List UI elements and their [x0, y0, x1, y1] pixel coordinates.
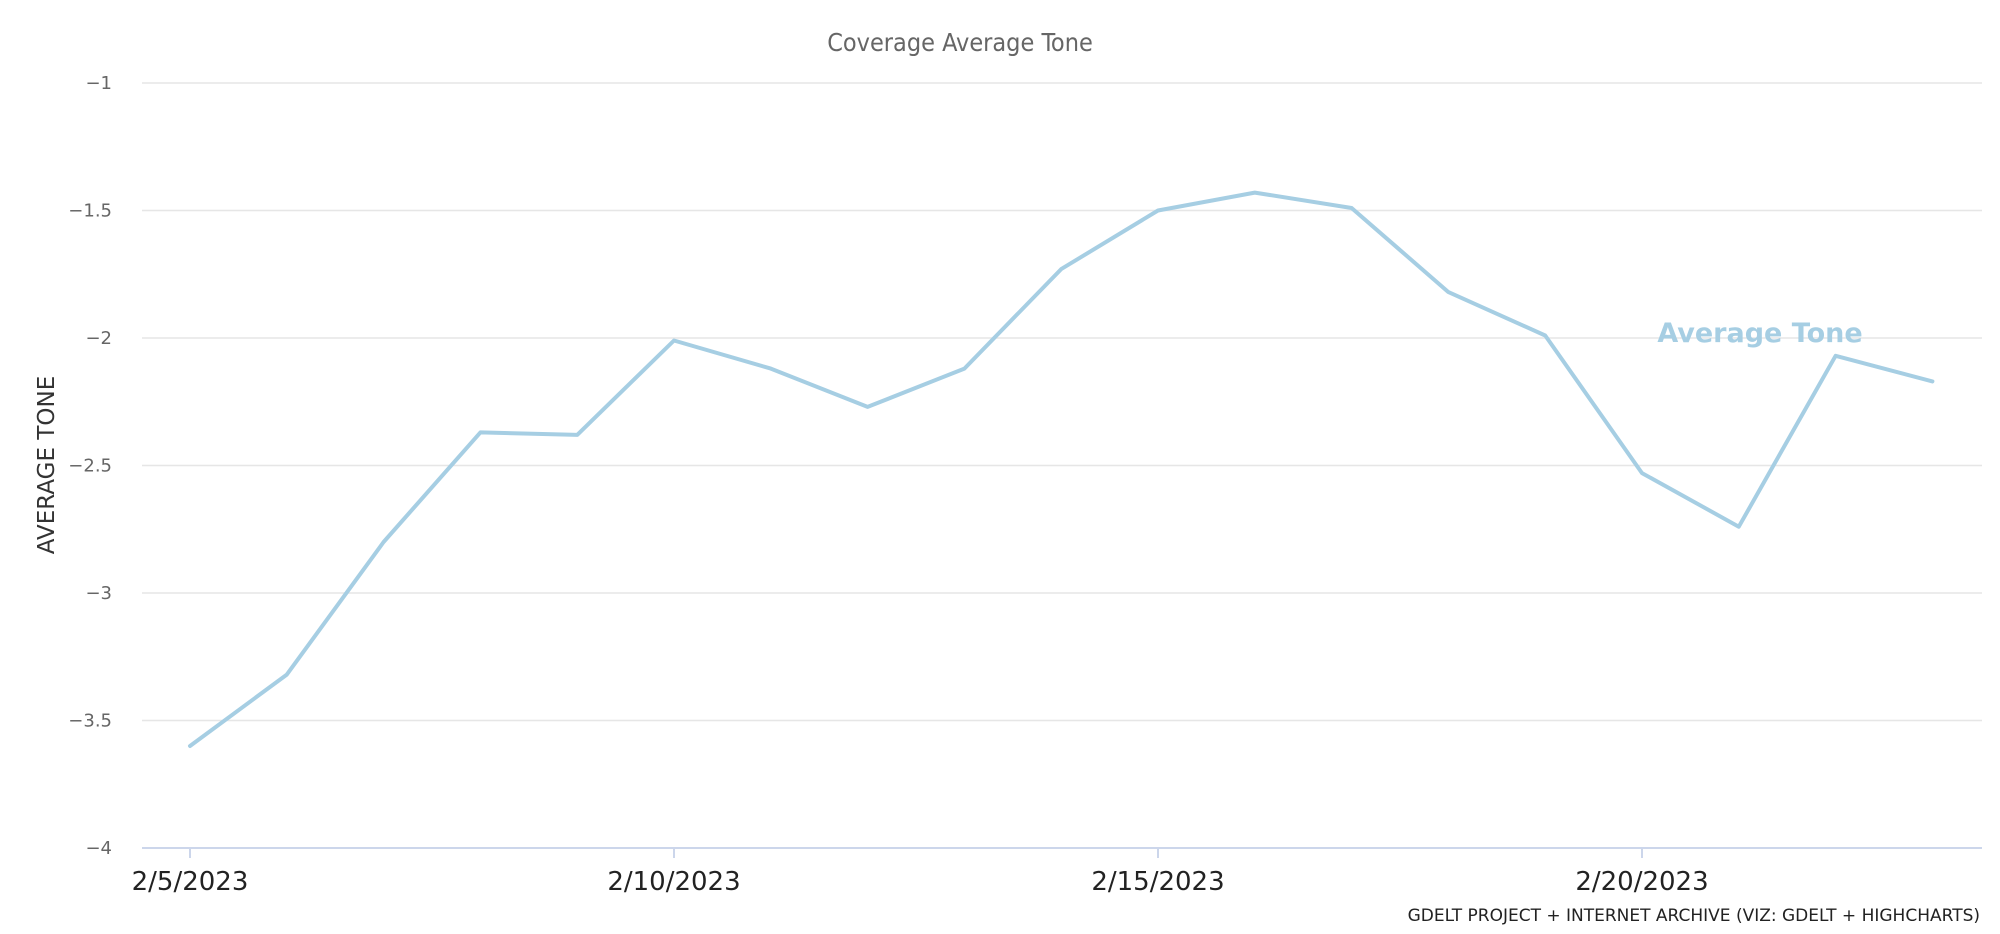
y-tick-label: −1.5 [68, 201, 112, 222]
y-axis-labels: −1 −1.5 −2 −2.5 −3 −3.5 −4 [68, 73, 112, 859]
y-axis-title: AVERAGE TONE [34, 376, 60, 554]
y-tick-label: −3 [85, 583, 112, 604]
x-tick-label: 2/5/2023 [132, 867, 249, 897]
y-tick-label: −2.5 [68, 456, 112, 477]
series-line [188, 190, 1935, 748]
x-tick-label: 2/10/2023 [607, 867, 740, 897]
series-group [188, 190, 1935, 748]
x-tick-label: 2/15/2023 [1091, 867, 1224, 897]
y-tick-label: −3.5 [68, 711, 112, 732]
series-label: Average Tone [1657, 318, 1862, 349]
x-axis-ticks: 2/5/2023 2/10/2023 2/15/2023 2/20/2023 [132, 848, 1709, 897]
y-tick-label: −2 [85, 328, 112, 349]
y-tick-label: −4 [85, 838, 112, 859]
y-tick-label: −1 [85, 73, 112, 94]
chart-credits: GDELT PROJECT + INTERNET ARCHIVE (VIZ: G… [1408, 906, 1980, 926]
x-tick-label: 2/20/2023 [1575, 867, 1708, 897]
grid-lines [142, 82, 1982, 722]
chart-title: Coverage Average Tone [827, 28, 1093, 57]
